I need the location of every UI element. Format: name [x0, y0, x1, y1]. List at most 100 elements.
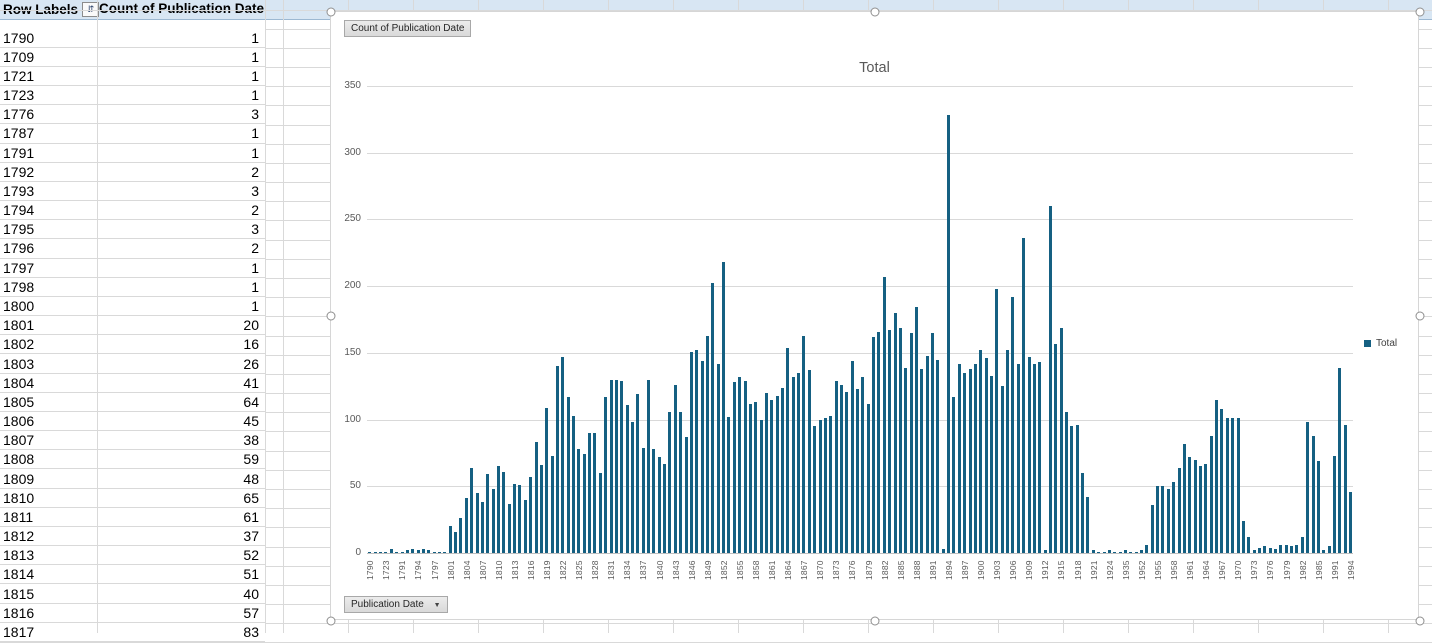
bar[interactable] — [941, 548, 945, 553]
bar[interactable] — [1102, 551, 1106, 553]
value-field-button[interactable]: Count of Publication Date — [344, 20, 472, 37]
bar[interactable] — [1140, 550, 1144, 553]
bar[interactable] — [582, 454, 586, 553]
bar[interactable] — [839, 384, 843, 553]
bar[interactable] — [1129, 551, 1133, 553]
selection-handle[interactable] — [1415, 616, 1425, 626]
table-row[interactable]: 1791 1 — [0, 143, 265, 163]
bar[interactable] — [1182, 443, 1186, 553]
bar[interactable] — [984, 358, 988, 553]
bar[interactable] — [652, 448, 656, 553]
table-row[interactable]: 1813 52 — [0, 546, 265, 566]
bar[interactable] — [968, 368, 972, 553]
bar[interactable] — [781, 387, 785, 553]
bar[interactable] — [1022, 238, 1026, 553]
bar[interactable] — [609, 379, 613, 553]
bar[interactable] — [727, 416, 731, 553]
bar[interactable] — [1172, 482, 1176, 553]
bar[interactable] — [389, 548, 393, 553]
bar[interactable] — [491, 488, 495, 553]
bar[interactable] — [620, 380, 624, 553]
bar[interactable] — [1343, 424, 1347, 553]
table-row[interactable]: 1817 83 — [0, 622, 265, 642]
bar[interactable] — [722, 262, 726, 553]
bar[interactable] — [1113, 551, 1117, 553]
bar[interactable] — [1150, 504, 1154, 553]
bar[interactable] — [834, 380, 838, 553]
bar[interactable] — [657, 456, 661, 553]
bar[interactable] — [963, 372, 967, 553]
bar[interactable] — [454, 531, 458, 553]
selection-handle[interactable] — [1415, 7, 1425, 17]
bar[interactable] — [486, 474, 490, 553]
bar[interactable] — [952, 396, 956, 553]
table-row[interactable]: 1798 1 — [0, 277, 265, 297]
bar[interactable] — [802, 335, 806, 553]
table-row[interactable]: 1802 16 — [0, 335, 265, 355]
bar[interactable] — [1209, 435, 1213, 553]
bar[interactable] — [379, 551, 383, 553]
bar[interactable] — [1043, 550, 1047, 553]
table-row[interactable]: 1807 38 — [0, 431, 265, 451]
bar[interactable] — [529, 476, 533, 553]
bar[interactable] — [1070, 426, 1074, 553]
bar[interactable] — [759, 419, 763, 553]
bar[interactable] — [550, 455, 554, 553]
table-row[interactable]: 1806 45 — [0, 411, 265, 432]
bar[interactable] — [502, 471, 506, 553]
bar[interactable] — [518, 484, 522, 553]
bar[interactable] — [1118, 551, 1122, 553]
bar[interactable] — [1097, 551, 1101, 553]
bar[interactable] — [818, 419, 822, 553]
bar[interactable] — [384, 551, 388, 553]
table-row[interactable]: 1776 3 — [0, 105, 265, 125]
bar[interactable] — [534, 442, 538, 553]
bar[interactable] — [1295, 544, 1299, 553]
bar[interactable] — [1204, 463, 1208, 553]
selection-handle[interactable] — [870, 7, 880, 17]
bar[interactable] — [1311, 435, 1315, 553]
bar[interactable] — [663, 463, 667, 553]
bar[interactable] — [630, 422, 634, 553]
table-row[interactable]: 1816 57 — [0, 603, 265, 623]
table-row[interactable]: 1787 1 — [0, 124, 265, 144]
bar[interactable] — [593, 432, 597, 553]
bar[interactable] — [914, 307, 918, 553]
bar[interactable] — [1006, 350, 1010, 553]
bar[interactable] — [1284, 544, 1288, 553]
bar[interactable] — [1198, 466, 1202, 553]
bar[interactable] — [1274, 548, 1278, 553]
bar[interactable] — [861, 376, 865, 553]
bar[interactable] — [732, 382, 736, 553]
bar[interactable] — [497, 466, 500, 553]
bar[interactable] — [625, 404, 629, 553]
table-row[interactable]: 1808 59 — [0, 450, 265, 470]
bar[interactable] — [1306, 422, 1310, 553]
bar[interactable] — [957, 363, 961, 553]
bar[interactable] — [689, 351, 693, 553]
bar[interactable] — [695, 350, 699, 553]
bar[interactable] — [1038, 362, 1042, 553]
bar[interactable] — [1166, 488, 1170, 553]
bar[interactable] — [813, 426, 817, 553]
bar[interactable] — [572, 415, 576, 553]
bar[interactable] — [770, 399, 774, 553]
selection-handle[interactable] — [326, 7, 336, 17]
bar[interactable] — [1032, 363, 1036, 553]
table-row[interactable]: 1803 26 — [0, 354, 265, 374]
bar[interactable] — [636, 394, 640, 553]
bar[interactable] — [1327, 546, 1331, 553]
bar[interactable] — [738, 376, 742, 553]
bar[interactable] — [1247, 536, 1251, 553]
bar[interactable] — [990, 375, 993, 553]
bar[interactable] — [716, 363, 720, 553]
bar[interactable] — [856, 388, 860, 553]
table-row[interactable]: 1804 41 — [0, 373, 265, 393]
bar[interactable] — [893, 312, 897, 553]
bar[interactable] — [925, 355, 929, 553]
bar[interactable] — [764, 392, 768, 553]
bar[interactable] — [909, 332, 913, 553]
bar[interactable] — [1215, 399, 1219, 553]
table-row[interactable]: 1721 1 — [0, 66, 265, 87]
bar[interactable] — [438, 551, 442, 553]
